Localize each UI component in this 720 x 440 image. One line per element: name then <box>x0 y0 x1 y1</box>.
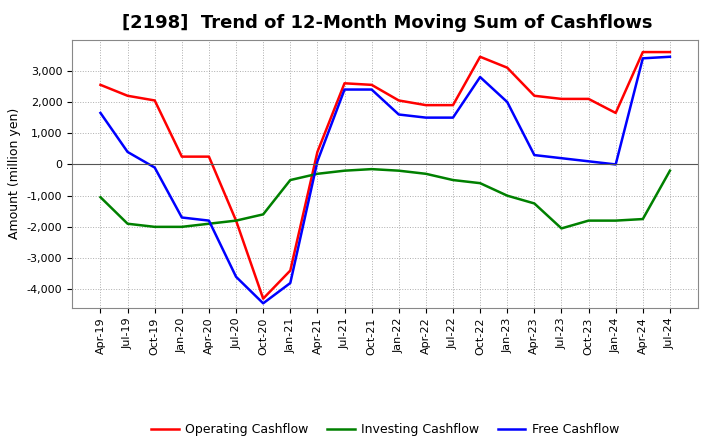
Operating Cashflow <box>123 93 132 99</box>
Operating Cashflow <box>204 154 213 159</box>
Line: Investing Cashflow: Investing Cashflow <box>101 169 670 228</box>
Investing Cashflow <box>395 168 403 173</box>
Free Cashflow <box>150 165 159 170</box>
Free Cashflow <box>421 115 430 120</box>
Y-axis label: Amount (million yen): Amount (million yen) <box>8 108 21 239</box>
Free Cashflow <box>123 149 132 154</box>
Operating Cashflow <box>530 93 539 99</box>
Free Cashflow <box>178 215 186 220</box>
Free Cashflow <box>665 54 674 59</box>
Investing Cashflow <box>232 218 240 223</box>
Free Cashflow <box>367 87 376 92</box>
Investing Cashflow <box>503 193 511 198</box>
Investing Cashflow <box>178 224 186 230</box>
Line: Free Cashflow: Free Cashflow <box>101 57 670 303</box>
Free Cashflow <box>449 115 457 120</box>
Investing Cashflow <box>204 221 213 226</box>
Investing Cashflow <box>530 201 539 206</box>
Legend: Operating Cashflow, Investing Cashflow, Free Cashflow: Operating Cashflow, Investing Cashflow, … <box>146 418 624 440</box>
Operating Cashflow <box>584 96 593 102</box>
Operating Cashflow <box>286 268 294 273</box>
Free Cashflow <box>286 280 294 286</box>
Investing Cashflow <box>286 177 294 183</box>
Free Cashflow <box>503 99 511 105</box>
Free Cashflow <box>476 74 485 80</box>
Text: [2198]  Trend of 12-Month Moving Sum of Cashflows: [2198] Trend of 12-Month Moving Sum of C… <box>122 15 652 33</box>
Free Cashflow <box>584 159 593 164</box>
Investing Cashflow <box>476 180 485 186</box>
Free Cashflow <box>259 301 268 306</box>
Operating Cashflow <box>449 103 457 108</box>
Operating Cashflow <box>639 49 647 55</box>
Investing Cashflow <box>123 221 132 226</box>
Operating Cashflow <box>557 96 566 102</box>
Investing Cashflow <box>421 171 430 176</box>
Operating Cashflow <box>395 98 403 103</box>
Investing Cashflow <box>449 177 457 183</box>
Free Cashflow <box>530 152 539 158</box>
Investing Cashflow <box>665 168 674 173</box>
Operating Cashflow <box>96 82 105 88</box>
Investing Cashflow <box>341 168 349 173</box>
Free Cashflow <box>611 162 620 167</box>
Free Cashflow <box>96 110 105 116</box>
Investing Cashflow <box>367 166 376 172</box>
Free Cashflow <box>341 87 349 92</box>
Operating Cashflow <box>232 218 240 223</box>
Investing Cashflow <box>584 218 593 223</box>
Operating Cashflow <box>367 82 376 88</box>
Free Cashflow <box>204 218 213 223</box>
Investing Cashflow <box>611 218 620 223</box>
Free Cashflow <box>395 112 403 117</box>
Free Cashflow <box>232 274 240 279</box>
Operating Cashflow <box>421 103 430 108</box>
Operating Cashflow <box>178 154 186 159</box>
Investing Cashflow <box>96 194 105 200</box>
Investing Cashflow <box>150 224 159 230</box>
Investing Cashflow <box>557 226 566 231</box>
Operating Cashflow <box>313 149 322 154</box>
Operating Cashflow <box>259 296 268 301</box>
Operating Cashflow <box>150 98 159 103</box>
Free Cashflow <box>557 156 566 161</box>
Investing Cashflow <box>313 171 322 176</box>
Operating Cashflow <box>665 49 674 55</box>
Free Cashflow <box>313 159 322 164</box>
Investing Cashflow <box>259 212 268 217</box>
Operating Cashflow <box>611 110 620 116</box>
Operating Cashflow <box>476 54 485 59</box>
Line: Operating Cashflow: Operating Cashflow <box>101 52 670 299</box>
Investing Cashflow <box>639 216 647 222</box>
Operating Cashflow <box>341 81 349 86</box>
Free Cashflow <box>639 56 647 61</box>
Operating Cashflow <box>503 65 511 70</box>
